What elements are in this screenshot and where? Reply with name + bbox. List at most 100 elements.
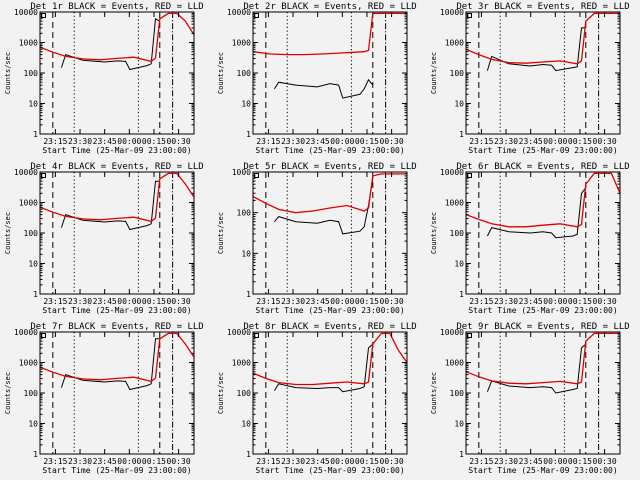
x-tick-label: 00:30 — [167, 297, 191, 306]
red-lld-series-line — [40, 172, 194, 223]
x-tick-label: 23:45 — [93, 297, 117, 306]
y-tick-label: 100 — [237, 69, 252, 78]
x-tick-label: 23:15 — [256, 137, 280, 146]
x-tick-label: 23:30 — [68, 297, 92, 306]
plot-frame — [39, 331, 195, 455]
plot-frame — [465, 11, 621, 135]
red-lld-series-line — [466, 12, 620, 65]
x-tick-label: 00:00 — [330, 137, 354, 146]
x-axis-label: Start Time (25-Mar-09 23:00:00) — [255, 466, 404, 475]
corner-square-icon — [467, 333, 472, 338]
x-tick-label: 23:45 — [93, 457, 117, 466]
corner-square-icon — [254, 333, 259, 338]
x-tick-label: 23:45 — [519, 297, 543, 306]
x-tick-label: 00:15 — [355, 297, 379, 306]
x-tick-label: 23:45 — [519, 457, 543, 466]
y-tick-label: 1000 — [19, 199, 38, 208]
x-axis-label: Start Time (25-Mar-09 23:00:00) — [42, 466, 191, 475]
detector-panel-8: Det 8r BLACK = Events, RED = LLD 1 10 100 10… — [217, 322, 417, 475]
x-axis-label: Start Time (25-Mar-09 23:00:00) — [255, 306, 404, 315]
red-lld-series-line — [40, 12, 194, 63]
detector-panel-4: Det 4r BLACK = Events, RED = LLD 1 10 100 10… — [4, 162, 204, 315]
red-lld-series-line — [466, 172, 620, 228]
y-axis-label: Counts/sec — [430, 372, 438, 414]
y-tick-label: 10000 — [227, 328, 251, 337]
x-tick-label: 23:15 — [43, 297, 67, 306]
panel-title: Det 5r BLACK = Events, RED = LLD — [243, 162, 416, 172]
x-tick-label: 00:00 — [330, 457, 354, 466]
plot-frame — [465, 331, 621, 455]
x-axis-label: Start Time (25-Mar-09 23:00:00) — [42, 146, 191, 155]
y-tick-label: 10 — [28, 100, 38, 109]
black-events-series-line — [273, 78, 374, 99]
x-tick-label: 23:45 — [306, 297, 330, 306]
panel-title: Det 3r BLACK = Events, RED = LLD — [456, 2, 629, 12]
y-tick-label: 100 — [450, 389, 465, 398]
x-tick-label: 00:15 — [568, 137, 592, 146]
y-tick-label: 1000 — [19, 359, 38, 368]
y-tick-label: 100 — [237, 209, 252, 218]
y-tick-label: 1000 — [232, 168, 251, 177]
y-tick-label: 100 — [237, 389, 252, 398]
y-tick-label: 10 — [241, 249, 251, 258]
y-axis-label: Counts/sec — [430, 212, 438, 254]
y-tick-label: 10 — [454, 100, 464, 109]
detector-panel-9: Det 9r BLACK = Events, RED = LLD 1 10 100 10… — [430, 322, 630, 475]
detector-panel-2: Det 2r BLACK = Events, RED = LLD 1 10 100 10… — [217, 2, 417, 155]
y-tick-label: 10000 — [14, 328, 38, 337]
x-tick-label: 23:15 — [469, 297, 493, 306]
x-tick-label: 23:45 — [306, 137, 330, 146]
black-events-series-line — [60, 338, 160, 391]
panel-title: Det 7r BLACK = Events, RED = LLD — [30, 322, 203, 332]
x-tick-label: 23:30 — [494, 137, 518, 146]
y-tick-label: 10 — [241, 100, 251, 109]
x-tick-label: 00:15 — [142, 457, 166, 466]
x-axis-label: Start Time (25-Mar-09 23:00:00) — [468, 146, 617, 155]
y-tick-label: 1 — [246, 450, 251, 459]
y-axis-label: Counts/sec — [4, 372, 12, 414]
y-tick-label: 1 — [246, 290, 251, 299]
x-tick-label: 00:30 — [167, 457, 191, 466]
black-events-series-line — [60, 180, 160, 231]
panel-title: Det 6r BLACK = Events, RED = LLD — [456, 162, 629, 172]
plot-frame — [252, 331, 408, 455]
y-axis-label: Counts/sec — [430, 52, 438, 94]
x-tick-label: 00:15 — [355, 137, 379, 146]
y-axis-label: Counts/sec — [217, 52, 225, 94]
detector-panel-6: Det 6r BLACK = Events, RED = LLD 1 10 100 10… — [430, 162, 630, 315]
black-events-series-line — [486, 343, 587, 394]
x-axis-label: Start Time (25-Mar-09 23:00:00) — [42, 306, 191, 315]
x-tick-label: 23:30 — [281, 297, 305, 306]
x-tick-label: 00:30 — [593, 297, 617, 306]
red-lld-series-line — [466, 332, 620, 385]
y-axis-label: Counts/sec — [217, 212, 225, 254]
x-tick-label: 00:15 — [568, 297, 592, 306]
y-tick-label: 100 — [24, 229, 39, 238]
red-lld-series-line — [253, 12, 407, 56]
y-tick-label: 1000 — [19, 39, 38, 48]
x-tick-label: 23:30 — [68, 457, 92, 466]
y-axis-label: Counts/sec — [4, 52, 12, 94]
x-axis-label: Start Time (25-Mar-09 23:00:00) — [468, 466, 617, 475]
black-events-series-line — [60, 17, 161, 71]
x-tick-label: 00:00 — [117, 297, 141, 306]
y-tick-label: 100 — [450, 229, 465, 238]
x-tick-label: 00:00 — [117, 457, 141, 466]
x-tick-label: 00:30 — [593, 137, 617, 146]
x-tick-label: 23:30 — [281, 457, 305, 466]
y-tick-label: 1 — [459, 450, 464, 459]
x-tick-label: 00:30 — [167, 137, 191, 146]
plot-frame — [39, 11, 195, 135]
x-tick-label: 23:15 — [256, 297, 280, 306]
x-tick-label: 00:00 — [543, 137, 567, 146]
y-tick-label: 1000 — [232, 39, 251, 48]
y-tick-label: 10 — [454, 260, 464, 269]
x-tick-label: 23:45 — [306, 457, 330, 466]
x-tick-label: 00:15 — [142, 137, 166, 146]
panel-title: Det 8r BLACK = Events, RED = LLD — [243, 322, 416, 332]
y-tick-label: 10000 — [440, 328, 464, 337]
black-events-series-line — [273, 343, 374, 393]
x-tick-label: 23:15 — [256, 457, 280, 466]
y-axis-label: Counts/sec — [217, 372, 225, 414]
y-tick-label: 1000 — [445, 359, 464, 368]
